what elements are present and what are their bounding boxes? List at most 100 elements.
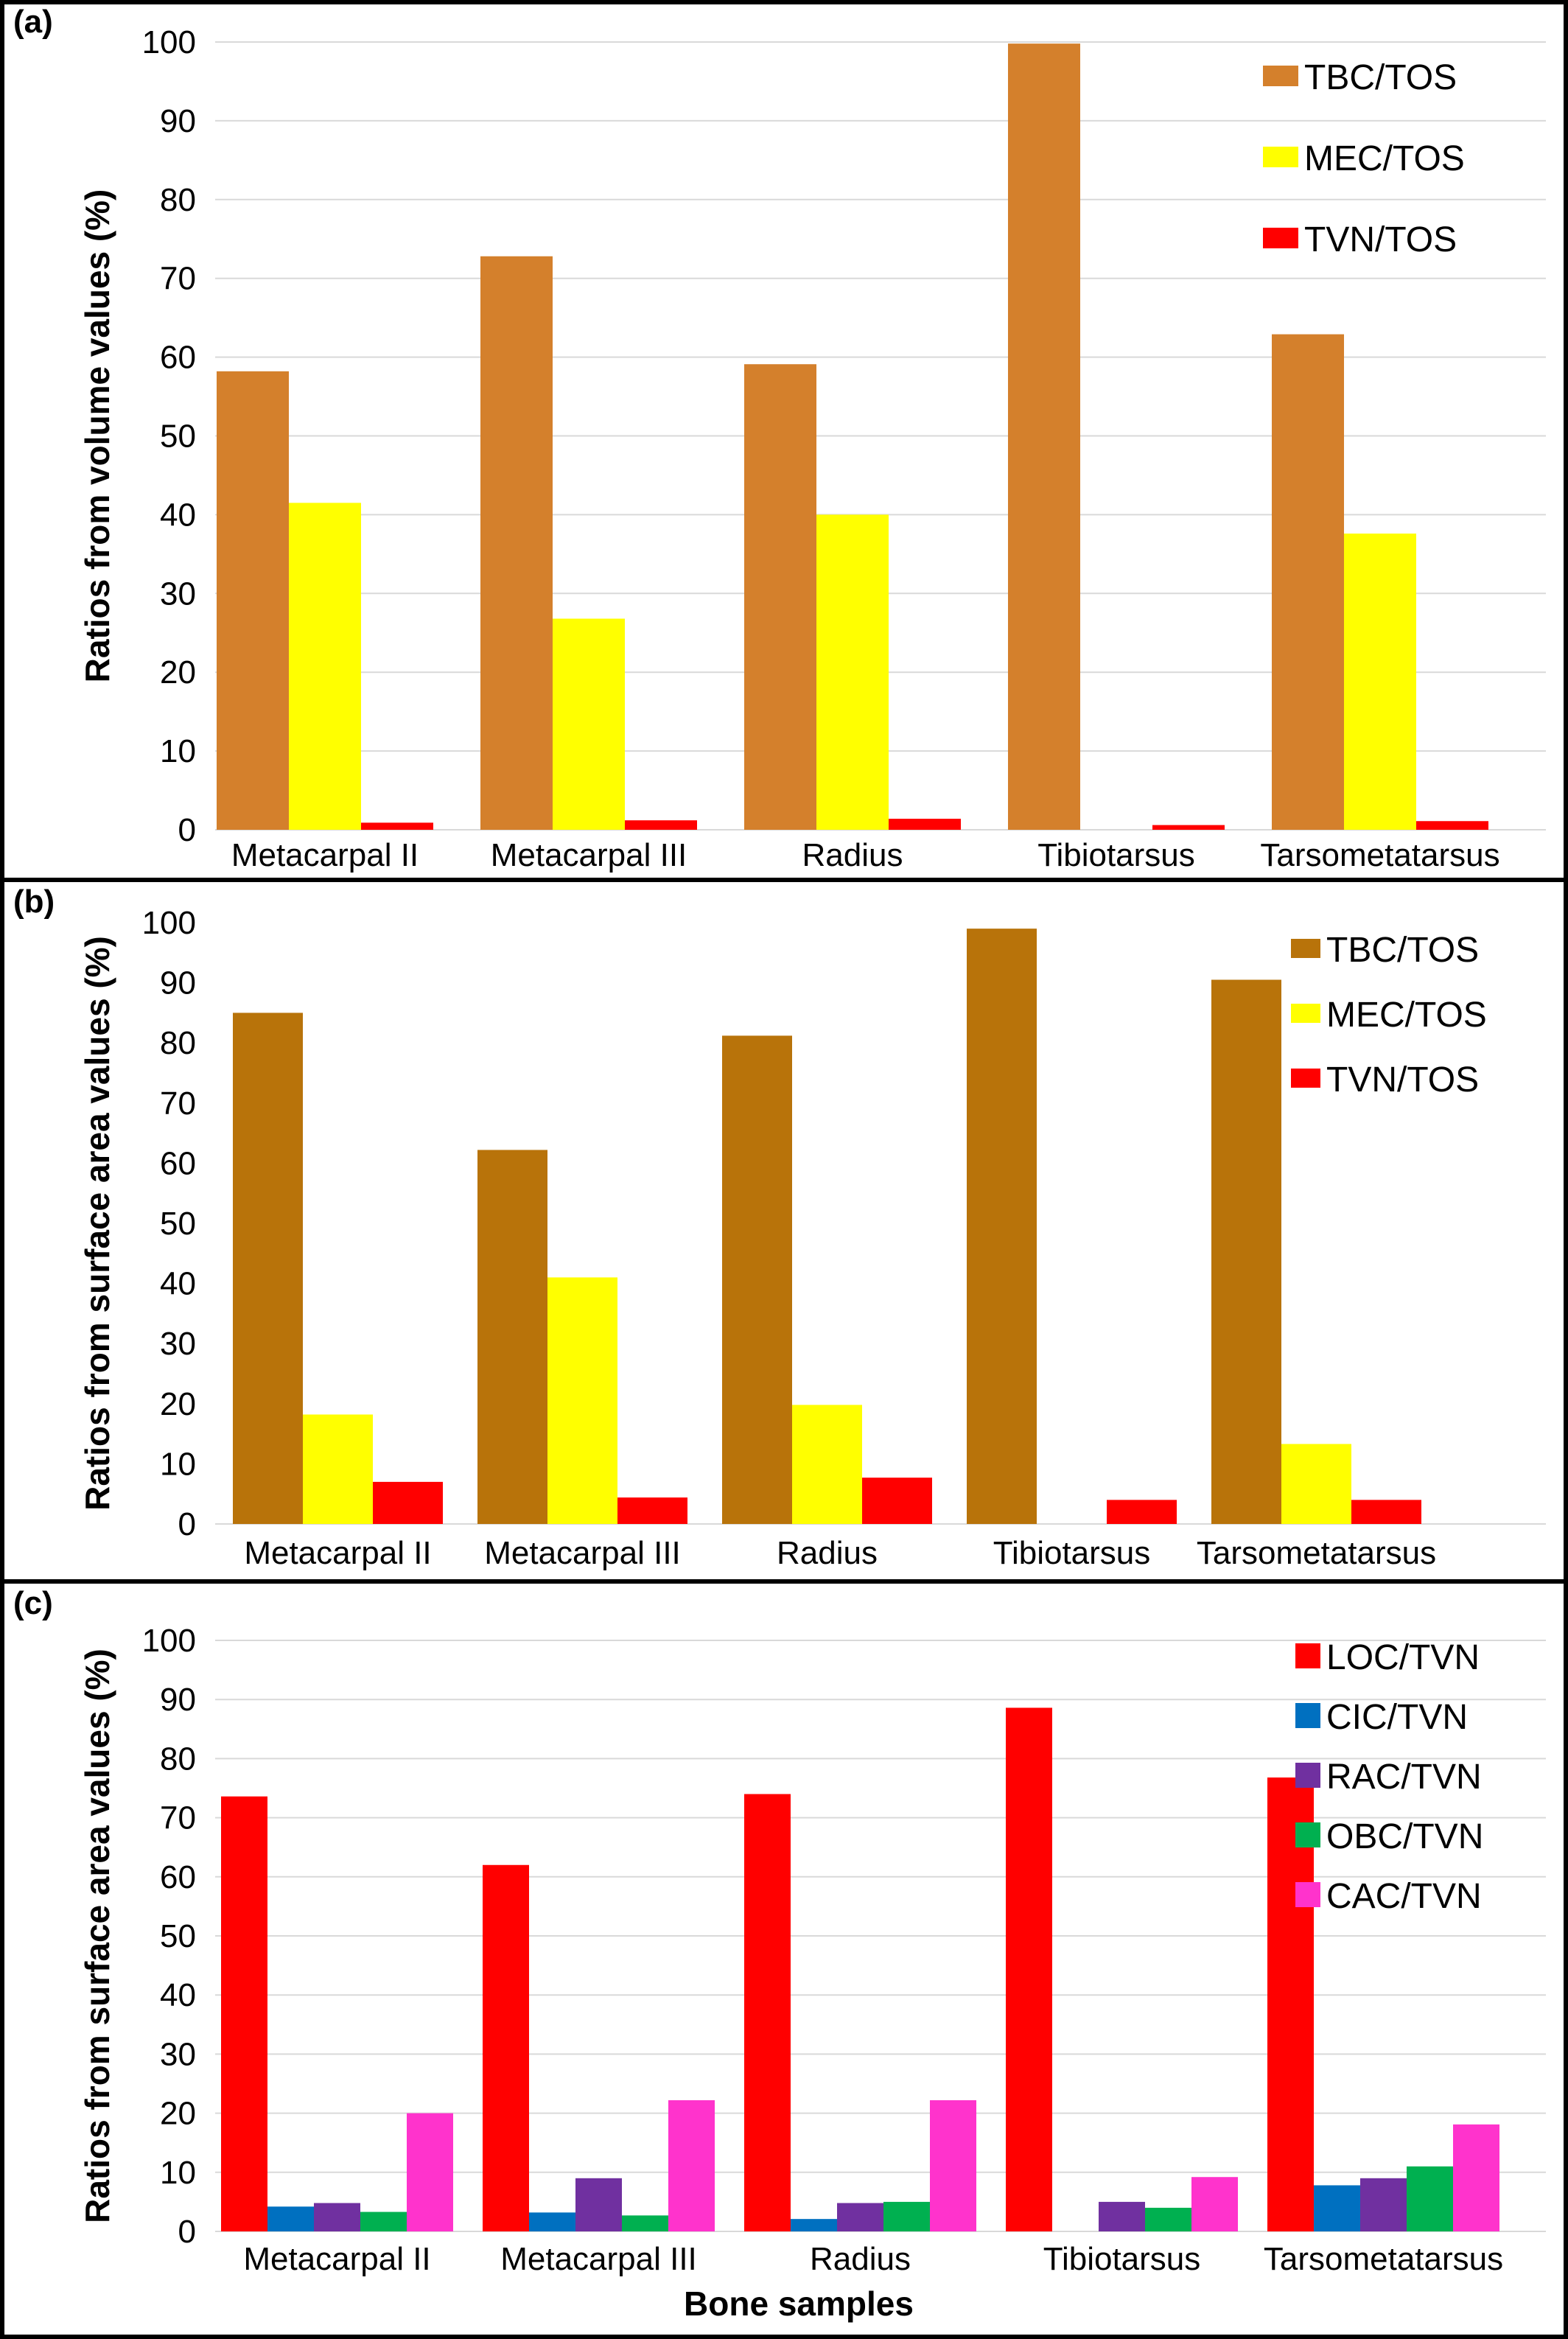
- y-tick-label: 40: [160, 497, 196, 533]
- bar-tbc-tos: [1008, 43, 1080, 831]
- y-tick-label: 0: [178, 1506, 196, 1542]
- x-tick-label: Metacarpal III: [491, 837, 687, 873]
- y-tick-label: 70: [160, 261, 196, 297]
- bar-mec-tos: [816, 514, 889, 830]
- y-tick-label: 10: [160, 1446, 196, 1482]
- bar-cic-tvn: [1314, 2185, 1360, 2231]
- x-tick-label: Tarsometatarsus: [1264, 2241, 1503, 2277]
- legend-label: TBC/TOS: [1326, 931, 1479, 970]
- y-tick-label: 30: [160, 1326, 196, 1362]
- y-axis-label: Ratios from surface area values (%): [78, 1649, 116, 2223]
- bar-rac-tvn: [575, 2178, 622, 2231]
- bar-tvn-tos: [1107, 1500, 1177, 1524]
- y-axis-label: Ratios from volume values (%): [78, 189, 116, 683]
- bar-tvn-tos: [889, 819, 961, 830]
- legend-swatch: [1291, 939, 1320, 958]
- chart-svg: 0 10 20 30 40 50 60 70 80 90 100 Metacarpal II Metac…: [13, 4, 1546, 873]
- bar-cac-tvn: [930, 2099, 976, 2231]
- bar-mec-tos: [1344, 534, 1416, 830]
- x-tick-label: Metacarpal III: [500, 2241, 697, 2277]
- y-tick-label: 100: [142, 24, 196, 60]
- x-tick-label: Radius: [810, 2241, 911, 2277]
- bar-rac-tvn: [314, 2203, 360, 2231]
- bar-cac-tvn: [668, 2099, 715, 2231]
- x-tick-label: Tarsometatarsus: [1197, 1535, 1436, 1571]
- y-tick-label: 80: [160, 1025, 196, 1061]
- y-tick-label: 80: [160, 1741, 196, 1777]
- bar-obc-tvn: [883, 2201, 930, 2231]
- bar-loc-tvn: [483, 1864, 529, 2231]
- x-tick-label: Metacarpal II: [244, 1535, 431, 1571]
- bar-tbc-tos: [744, 364, 816, 830]
- y-tick-label: 90: [160, 1682, 196, 1718]
- bar-obc-tvn: [622, 2215, 668, 2231]
- bar-tvn-tos: [373, 1481, 443, 1524]
- bar-tbc-tos: [477, 1150, 547, 1524]
- bar-tbc-tos: [217, 371, 289, 830]
- x-axis-label: Bone samples: [684, 2284, 914, 2323]
- bar-tvn-tos: [1152, 825, 1225, 830]
- bar-obc-tvn: [1145, 2207, 1191, 2231]
- chart-svg: 0 10 20 30 40 50 60 70 80 90 100 Metacarpal II Metac…: [13, 884, 1546, 1571]
- bar-rac-tvn: [1099, 2201, 1145, 2231]
- bar-mec-tos: [289, 503, 361, 830]
- legend-label: TVN/TOS: [1326, 1060, 1479, 1099]
- legend-label: RAC/TVN: [1326, 1758, 1482, 1797]
- bar-cic-tvn: [791, 2219, 837, 2231]
- x-tick-label: Metacarpal III: [484, 1535, 681, 1571]
- x-tick-label: Tibiotarsus: [1043, 2241, 1201, 2277]
- panel-label: (b): [13, 884, 55, 920]
- y-tick-label: 60: [160, 340, 196, 376]
- y-tick-label: 30: [160, 576, 196, 612]
- bar-obc-tvn: [1407, 2166, 1453, 2231]
- y-tick-label: 50: [160, 419, 196, 455]
- legend-swatch: [1295, 1763, 1320, 1788]
- bar-tbc-tos: [480, 256, 553, 830]
- legend-label: TVN/TOS: [1304, 220, 1457, 259]
- bar-tvn-tos: [361, 822, 433, 830]
- bar-rac-tvn: [837, 2203, 883, 2231]
- bar-rac-tvn: [1360, 2178, 1407, 2231]
- legend-swatch: [1263, 228, 1298, 248]
- bar-tbc-tos: [233, 1013, 303, 1524]
- x-tick-label: Tibiotarsus: [1037, 837, 1195, 873]
- legend-swatch: [1295, 1822, 1320, 1847]
- y-tick-label: 100: [142, 905, 196, 941]
- y-tick-label: 10: [160, 2155, 196, 2191]
- panel-b: 0 10 20 30 40 50 60 70 80 90 100 Metacarpal II Metac…: [0, 880, 1568, 1581]
- legend-swatch: [1295, 1703, 1320, 1728]
- y-tick-label: 40: [160, 1266, 196, 1302]
- bar-mec-tos: [547, 1277, 617, 1524]
- y-tick-label: 10: [160, 733, 196, 769]
- bar-loc-tvn: [1006, 1707, 1052, 2231]
- legend-label: MEC/TOS: [1326, 996, 1487, 1035]
- legend-label: CIC/TVN: [1326, 1698, 1468, 1737]
- y-tick-label: 90: [160, 103, 196, 139]
- y-tick-label: 20: [160, 2096, 196, 2132]
- legend-label: OBC/TVN: [1326, 1817, 1483, 1856]
- bar-tbc-tos: [967, 929, 1037, 1524]
- legend-swatch: [1295, 1643, 1320, 1668]
- y-tick-label: 60: [160, 1859, 196, 1895]
- panel-label: (a): [13, 4, 53, 40]
- legend-swatch: [1291, 1069, 1320, 1088]
- bar-mec-tos: [1281, 1444, 1351, 1524]
- legend-label: CAC/TVN: [1326, 1877, 1482, 1916]
- bar-tvn-tos: [625, 820, 697, 830]
- bar-mec-tos: [303, 1414, 373, 1524]
- y-tick-label: 80: [160, 182, 196, 218]
- bar-tvn-tos: [1416, 821, 1488, 830]
- bar-cac-tvn: [1453, 2124, 1499, 2231]
- bar-loc-tvn: [221, 1796, 267, 2231]
- bar-cic-tvn: [529, 2212, 575, 2231]
- y-tick-label: 100: [142, 1623, 196, 1659]
- y-tick-label: 60: [160, 1145, 196, 1181]
- y-tick-label: 40: [160, 1977, 196, 2013]
- bar-loc-tvn: [744, 1794, 791, 2231]
- x-tick-label: Metacarpal II: [231, 837, 419, 873]
- legend-label: TBC/TOS: [1304, 58, 1457, 97]
- y-tick-label: 0: [178, 812, 196, 848]
- legend-label: LOC/TVN: [1326, 1638, 1480, 1677]
- x-tick-label: Radius: [802, 837, 903, 873]
